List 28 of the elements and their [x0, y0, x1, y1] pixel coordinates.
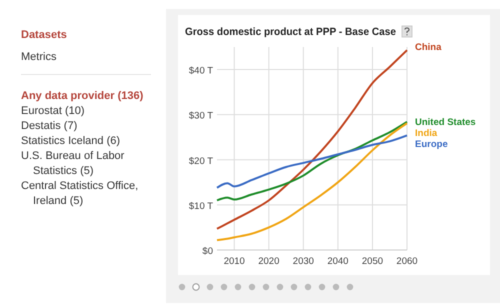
text: Eurostat (10)	[21, 104, 86, 119]
series-label: Europe	[415, 139, 448, 150]
y-tick-label: $0	[202, 246, 213, 257]
y-tick-label: $40 T	[188, 66, 214, 77]
line-series	[216, 134, 408, 189]
text: Destatis (7)	[21, 119, 78, 134]
y-tick-label: $30 T	[188, 110, 214, 122]
x-tick-label: 2040	[327, 256, 348, 267]
series-label: China	[415, 42, 442, 53]
text: U.S. Bureau of Labor Statistics (5)	[21, 149, 126, 179]
x-tick-label: 2030	[292, 256, 314, 267]
x-tick-label: 2060	[396, 256, 418, 267]
x-tick-label: 2020	[258, 256, 280, 267]
text: Datasets	[21, 28, 68, 43]
text: Statistics Iceland (6)	[21, 134, 122, 149]
y-tick-label: $20 T	[188, 156, 214, 167]
series-label: India	[415, 128, 438, 139]
x-tick-label: 2050	[362, 256, 384, 267]
series-label: United States	[415, 117, 476, 128]
chart-title: Gross domestic product at PPP - Base Case	[185, 26, 405, 38]
text: Any data provider (136)	[21, 74, 151, 104]
text: Metrics	[21, 50, 58, 65]
y-tick-label: $10 T	[188, 200, 214, 212]
line-series	[216, 122, 408, 242]
text: Central Statistics Office, Ireland (5)	[21, 179, 140, 209]
line-series	[216, 120, 408, 202]
line-series	[216, 49, 408, 230]
x-tick-label: 2010	[224, 256, 245, 267]
